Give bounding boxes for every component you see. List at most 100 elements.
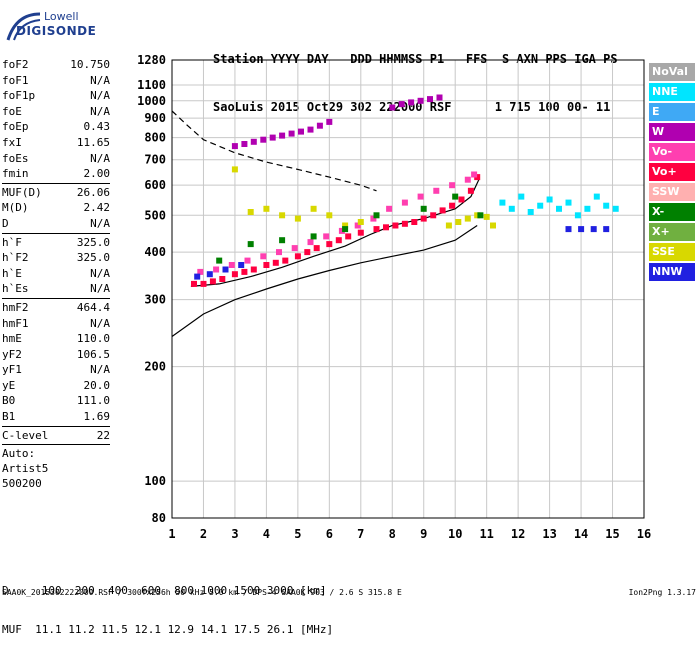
- logo-arc-icon: [6, 12, 41, 41]
- echo-point: [452, 193, 459, 200]
- echo-point: [241, 268, 248, 275]
- trace-curve: [190, 179, 480, 287]
- x-tick-label: 4: [263, 527, 270, 541]
- echo-point: [417, 97, 424, 104]
- param-label: MUF(D): [2, 185, 42, 199]
- echo-point: [458, 196, 465, 203]
- echo-point: [345, 233, 352, 240]
- param-value: 111.0: [76, 394, 110, 408]
- y-tick-label: 80: [152, 511, 166, 525]
- echo-point: [357, 219, 364, 225]
- param-row: foEs N/A: [2, 151, 110, 167]
- legend-item: Vo+: [649, 163, 695, 181]
- param-value: 20.0: [83, 378, 111, 392]
- param-row: yF1 N/A: [2, 362, 110, 378]
- echo-point: [527, 209, 534, 215]
- echo-point: [603, 202, 610, 209]
- echo-point: [389, 104, 396, 111]
- param-row: B0 111.0: [2, 393, 110, 409]
- param-value: 26.06: [76, 185, 110, 199]
- param-row: foF1 N/A: [2, 73, 110, 89]
- param-value: N/A: [90, 73, 110, 87]
- echo-point: [584, 205, 591, 212]
- echo-point: [578, 226, 585, 233]
- params-divider: [2, 425, 110, 427]
- param-label: foEp: [2, 120, 29, 134]
- header-labels: Station YYYY DAY DDD HHMMSS P1 FFS S AXN…: [213, 52, 618, 66]
- echo-point: [483, 213, 490, 220]
- y-tick-label: 100: [144, 474, 166, 488]
- x-tick-label: 7: [357, 527, 364, 541]
- param-row: h`F2 325.0: [2, 250, 110, 266]
- echo-point: [279, 132, 286, 139]
- distance-row: D 100 200 400 600 800 1000 1500 3000 [km…: [2, 584, 327, 597]
- echo-point: [386, 205, 393, 212]
- echo-point: [433, 187, 440, 194]
- echo-point: [219, 276, 226, 282]
- chart-points: [191, 94, 619, 287]
- echo-point: [338, 227, 345, 234]
- muf-curve-dashed: [171, 110, 377, 192]
- legend-item: NoVal: [649, 63, 695, 81]
- param-value: 464.4: [76, 300, 110, 314]
- echo-point: [474, 212, 481, 219]
- param-label: foE: [2, 104, 22, 118]
- software-version: Ion2Png 1.3.17: [628, 588, 696, 597]
- params-group-virtual-heights: h`F 325.0 h`F2 325.0 h`E N/A h`Es N/A: [2, 235, 110, 297]
- station-header: Station YYYY DAY DDD HHMMSS P1 FFS S AXN…: [213, 19, 618, 131]
- echo-point: [209, 278, 216, 285]
- echo-point: [241, 141, 248, 147]
- params-divider: [2, 182, 110, 184]
- x-tick-label: 12: [511, 527, 525, 541]
- y-axis-ticks: 80 100 200 300 400 500 600 700 800 900 1000 1100 128…: [137, 53, 166, 525]
- param-label: foEs: [2, 151, 29, 165]
- echo-point: [263, 262, 270, 268]
- echo-point: [401, 199, 408, 206]
- y-tick-label: 1280: [137, 53, 166, 67]
- echo-point: [269, 134, 276, 141]
- param-label: foF1: [2, 73, 29, 87]
- param-label: fxI: [2, 135, 22, 149]
- param-value: 2.00: [83, 167, 111, 181]
- echo-point: [326, 241, 333, 248]
- echo-point: [335, 237, 342, 244]
- chart-grid: [171, 59, 645, 519]
- param-value: N/A: [90, 104, 110, 118]
- echo-point: [231, 166, 238, 173]
- echo-point: [392, 222, 399, 229]
- param-value: 325.0: [76, 235, 110, 249]
- echo-point: [200, 280, 207, 287]
- legend-item: W: [649, 123, 695, 141]
- param-value: 1.69: [83, 410, 111, 424]
- param-label: h`F2: [2, 251, 29, 265]
- echo-point: [298, 128, 304, 135]
- echo-point: [228, 262, 235, 268]
- echo-point: [467, 187, 474, 194]
- echo-point: [323, 233, 330, 240]
- param-row: yE 20.0: [2, 378, 110, 394]
- param-label: M(D): [2, 201, 29, 215]
- echo-point: [272, 259, 279, 266]
- legend-item: X-: [649, 203, 695, 221]
- x-tick-label: 6: [326, 527, 333, 541]
- echo-point: [411, 219, 418, 225]
- echo-point: [420, 205, 427, 212]
- param-value: 2.42: [83, 201, 111, 215]
- echo-point: [326, 212, 333, 219]
- params-divider: [2, 444, 110, 446]
- param-row: foF2 10.750: [2, 57, 110, 73]
- param-value: 110.0: [76, 332, 110, 346]
- echo-point: [294, 215, 301, 222]
- params-divider: [2, 297, 110, 299]
- echo-point: [464, 215, 471, 222]
- echo-point: [279, 237, 286, 244]
- echo-point: [449, 182, 456, 189]
- param-row: h`Es N/A: [2, 281, 110, 297]
- param-value: 10.750: [70, 58, 110, 71]
- param-value: N/A: [90, 151, 110, 165]
- x-tick-label: 5: [294, 527, 301, 541]
- echo-point: [294, 253, 301, 260]
- param-value: 0.43: [83, 120, 111, 134]
- y-tick-label: 1000: [137, 94, 166, 108]
- echo-point: [373, 226, 380, 233]
